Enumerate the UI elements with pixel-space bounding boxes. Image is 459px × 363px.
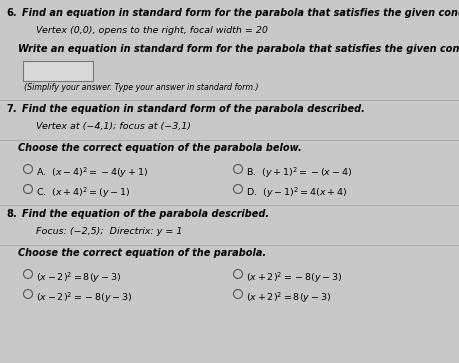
Text: Find an equation in standard form for the parabola that satisfies the given cond: Find an equation in standard form for th… — [22, 8, 459, 18]
Text: A.  $(x-4)^2=-4(y+1)$: A. $(x-4)^2=-4(y+1)$ — [36, 165, 148, 180]
Text: $(x-2)^2=8(y-3)$: $(x-2)^2=8(y-3)$ — [36, 270, 121, 285]
Text: 8.: 8. — [6, 209, 17, 219]
Text: B.  $(y+1)^2=-(x-4)$: B. $(y+1)^2=-(x-4)$ — [246, 165, 352, 180]
Text: Write an equation in standard form for the parabola that satisfies the given con: Write an equation in standard form for t… — [18, 44, 459, 54]
Text: Focus: (−2,5);  Directrix: y = 1: Focus: (−2,5); Directrix: y = 1 — [36, 227, 182, 236]
Text: $(x+2)^2=-8(y-3)$: $(x+2)^2=-8(y-3)$ — [246, 270, 342, 285]
Text: 6.: 6. — [6, 8, 17, 18]
Text: D.  $(y-1)^2=4(x+4)$: D. $(y-1)^2=4(x+4)$ — [246, 185, 347, 200]
FancyBboxPatch shape — [23, 61, 93, 81]
Text: C.  $(x+4)^2=(y-1)$: C. $(x+4)^2=(y-1)$ — [36, 185, 131, 200]
Text: Find the equation in standard form of the parabola described.: Find the equation in standard form of th… — [22, 104, 365, 114]
Text: Find the equation of the parabola described.: Find the equation of the parabola descri… — [22, 209, 269, 219]
Text: $(x-2)^2=-8(y-3)$: $(x-2)^2=-8(y-3)$ — [36, 290, 133, 305]
Text: (Simplify your answer. Type your answer in standard form.): (Simplify your answer. Type your answer … — [24, 83, 258, 92]
Text: 7.: 7. — [6, 104, 17, 114]
Text: $(x+2)^2=8(y-3)$: $(x+2)^2=8(y-3)$ — [246, 290, 331, 305]
Text: Choose the correct equation of the parabola.: Choose the correct equation of the parab… — [18, 248, 266, 258]
Text: Choose the correct equation of the parabola below.: Choose the correct equation of the parab… — [18, 143, 302, 153]
Text: Vertex at (−4,1); focus at (−3,1): Vertex at (−4,1); focus at (−3,1) — [36, 122, 191, 131]
Text: Vertex (0,0), opens to the right, focal width = 20: Vertex (0,0), opens to the right, focal … — [36, 26, 268, 35]
